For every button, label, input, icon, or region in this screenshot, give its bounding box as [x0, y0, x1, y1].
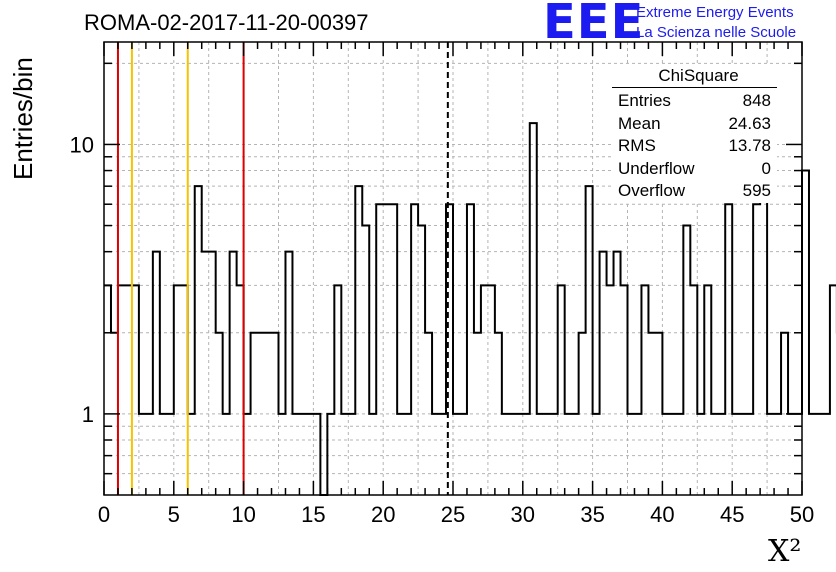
x-tick-label: 50 [790, 502, 814, 527]
y-tick-label: 10 [70, 132, 94, 157]
y-axis-label: Entries/bin [8, 57, 38, 180]
x-tick-label: 0 [98, 502, 110, 527]
histogram-series-line [104, 122, 836, 496]
x-tick-label: 25 [441, 502, 465, 527]
x-tick-label: 15 [301, 502, 325, 527]
x-tick-label: 40 [650, 502, 674, 527]
logo-text-line1: Extreme Energy Events [636, 4, 794, 21]
stats-row-overflow: Overflow 595 [612, 180, 777, 203]
chart-title: ROMA-02-2017-11-20-00397 [84, 10, 369, 35]
stats-value: 595 [742, 181, 771, 200]
x-tick-label: 45 [720, 502, 744, 527]
stats-label: Mean [618, 113, 661, 133]
y-tick-label: 1 [82, 402, 94, 427]
stats-value: 0 [761, 158, 771, 178]
x-tick-label: 30 [511, 502, 535, 527]
x-tick-label: 5 [168, 502, 180, 527]
x-tick-label: 35 [580, 502, 604, 527]
stats-row-mean: Mean 24.63 [612, 113, 777, 136]
stats-box: ChiSquare Entries 848 Mean 24.63 RMS 13.… [612, 66, 777, 203]
x-tick-label: 10 [231, 502, 255, 527]
stats-value: 13.78 [728, 136, 771, 155]
stats-title: ChiSquare [612, 66, 777, 88]
stats-label: RMS [618, 136, 656, 155]
stats-row-rms: RMS 13.78 [612, 135, 777, 158]
stats-value: 24.63 [728, 113, 771, 133]
stats-row-underflow: Underflow 0 [612, 158, 777, 181]
stats-row-entries: Entries 848 [612, 90, 777, 113]
logo-text-line2: La Scienza nelle Scuole [636, 24, 797, 41]
stats-label: Underflow [618, 158, 695, 178]
stats-label: Entries [618, 91, 671, 110]
stats-label: Overflow [618, 181, 686, 200]
stats-value: 848 [742, 91, 771, 110]
eee-logo-icon: EEE [543, 0, 645, 50]
x-tick-label: 20 [371, 502, 395, 527]
x-axis-label: X² [768, 534, 802, 569]
